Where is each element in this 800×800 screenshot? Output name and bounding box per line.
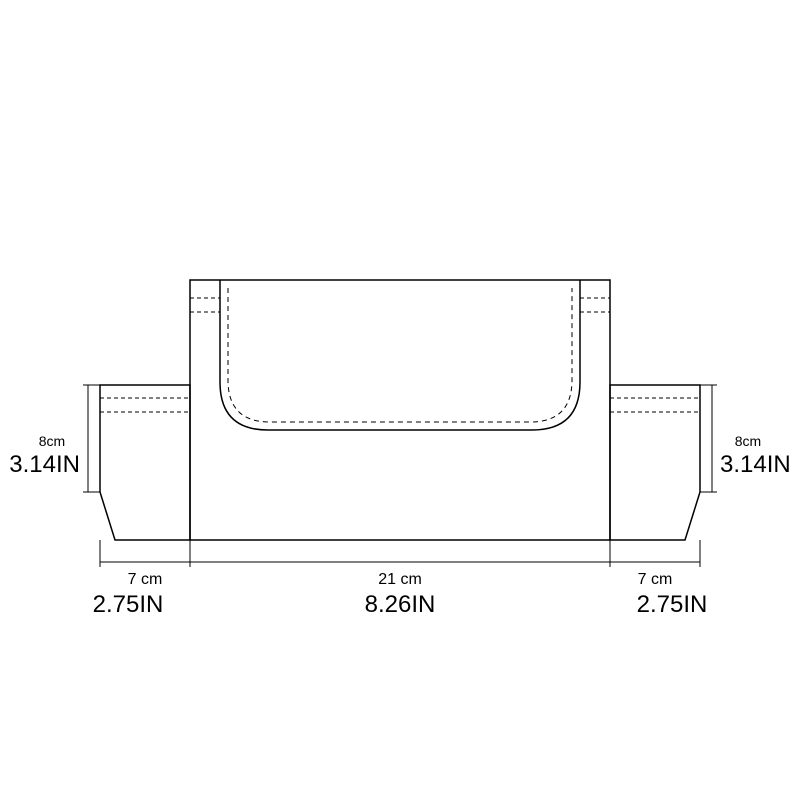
dim-right-cm: 8cm	[735, 433, 761, 449]
dim-bl-in: 2.75IN	[93, 591, 164, 618]
product-outline	[100, 280, 700, 540]
dim-br-in: 2.75IN	[637, 591, 708, 618]
u-stitch-line	[228, 288, 572, 422]
dim-bottom	[100, 540, 700, 567]
dim-bc-cm: 21 cm	[378, 571, 422, 588]
dim-left-cm: 8cm	[39, 433, 65, 449]
dim-br-cm: 7 cm	[638, 571, 673, 588]
dim-right-in: 3.14IN	[720, 451, 791, 478]
top-stitch-lines	[190, 298, 610, 312]
technical-diagram: 8cm 3.14IN 8cm 3.14IN 7 cm 2.75IN 21 cm …	[0, 0, 800, 800]
dim-left-in: 3.14IN	[9, 451, 80, 478]
dim-left-height	[83, 385, 100, 492]
dim-bc-in: 8.26IN	[365, 591, 436, 618]
dim-right-height	[700, 385, 717, 492]
dim-bl-cm: 7 cm	[128, 571, 163, 588]
